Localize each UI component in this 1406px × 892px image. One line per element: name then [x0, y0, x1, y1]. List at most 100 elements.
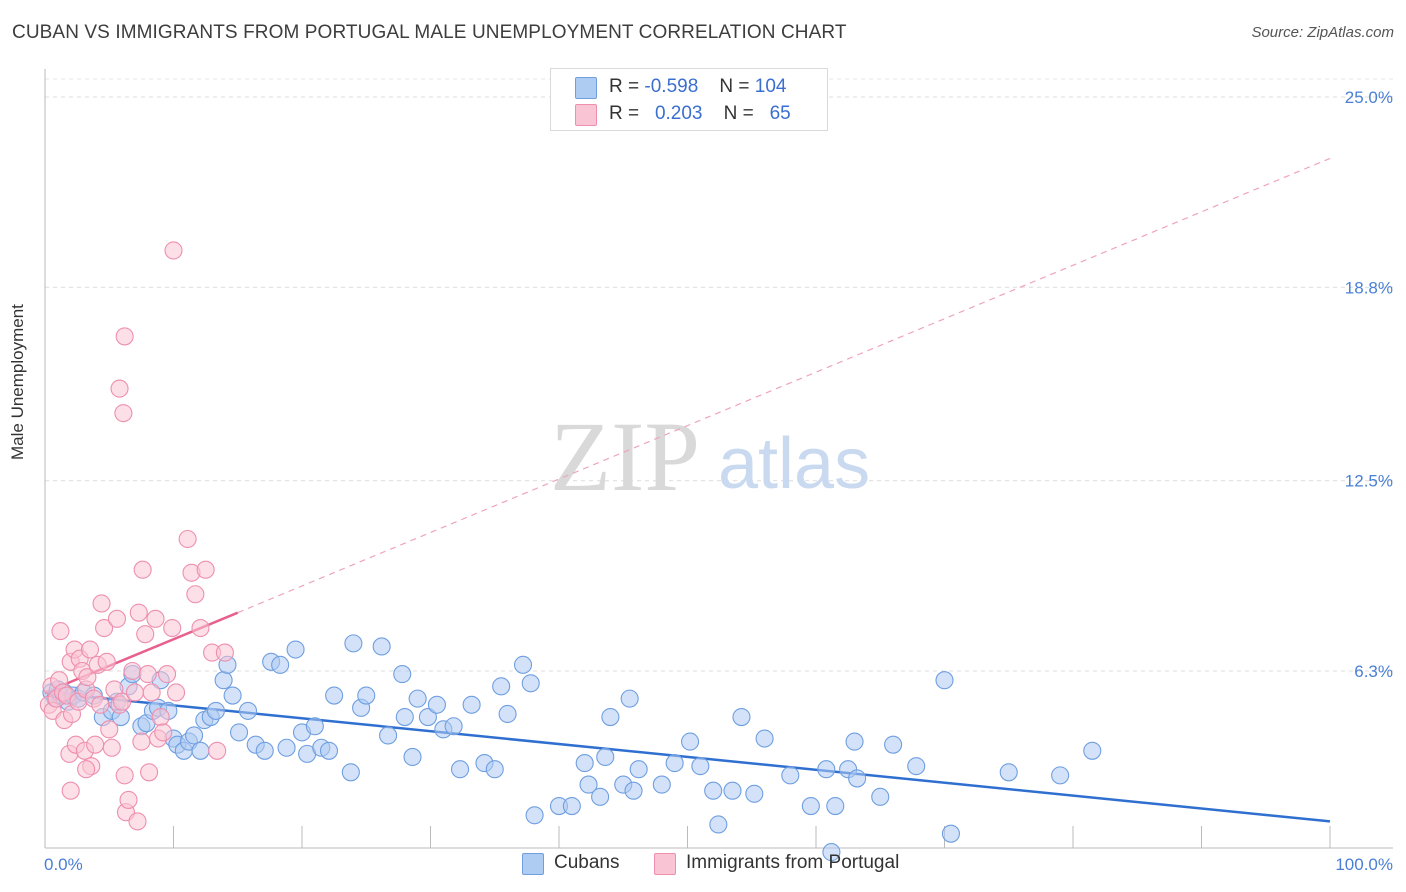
point-cubans — [871, 787, 890, 806]
point-portugal — [163, 618, 182, 638]
point-cubans — [403, 747, 422, 766]
point-cubans — [286, 640, 305, 659]
point-cubans — [521, 674, 540, 693]
point-portugal — [140, 763, 159, 782]
point-cubans — [681, 732, 700, 751]
axes — [44, 69, 1393, 849]
point-portugal — [146, 609, 165, 628]
point-portugal — [95, 618, 114, 638]
point-cubans — [451, 760, 470, 779]
point-cubans — [845, 732, 864, 751]
point-portugal — [215, 643, 234, 662]
point-cubans — [395, 707, 414, 727]
point-cubans — [492, 677, 511, 696]
point-portugal — [119, 790, 138, 809]
point-cubans — [817, 760, 836, 779]
point-portugal — [138, 665, 157, 684]
n-value: 65 — [769, 103, 791, 124]
point-cubans — [579, 775, 598, 794]
point-cubans — [255, 741, 274, 760]
point-cubans — [629, 760, 648, 779]
trend-line-extension — [237, 157, 1331, 614]
point-portugal — [191, 618, 210, 638]
x-tick-label: 0.0% — [44, 855, 83, 874]
point-portugal — [133, 560, 152, 579]
point-portugal — [107, 609, 127, 628]
point-cubans — [408, 689, 427, 708]
point-cubans — [704, 781, 723, 800]
x-tick-label: 100.0% — [1335, 855, 1393, 874]
point-portugal — [80, 640, 100, 659]
y-tick-label: 6.3% — [1354, 662, 1393, 681]
point-portugal — [154, 723, 173, 742]
point-portugal — [115, 327, 134, 346]
point-cubans — [341, 763, 360, 782]
point-cubans — [691, 757, 710, 776]
chart-source: Source: ZipAtlas.com — [1251, 24, 1394, 41]
data-points — [39, 241, 1102, 862]
grid-lines — [45, 78, 1393, 672]
watermark-atlas: atlas — [718, 424, 870, 504]
point-cubans — [525, 806, 544, 825]
point-portugal — [178, 529, 197, 549]
point-cubans — [418, 707, 437, 727]
n-value: 104 — [754, 76, 787, 97]
y-tick-label: 25.0% — [1345, 88, 1393, 107]
point-portugal — [164, 241, 183, 260]
point-portugal — [86, 735, 105, 754]
point-cubans — [1051, 766, 1070, 785]
point-cubans — [513, 655, 533, 674]
point-cubans — [1083, 741, 1102, 760]
r-value: 0.203 — [654, 103, 703, 124]
point-portugal — [142, 683, 161, 702]
point-cubans — [223, 686, 242, 705]
point-portugal — [92, 594, 111, 613]
point-portugal — [97, 652, 116, 671]
point-cubans — [444, 717, 463, 736]
point-cubans — [357, 686, 376, 705]
point-cubans — [277, 738, 296, 757]
point-cubans — [665, 754, 684, 773]
cubans-legend-swatch — [522, 853, 544, 875]
point-portugal — [196, 560, 215, 579]
tick-labels: 6.3% 12.5% 18.8% 25.0% 0.0% 100.0% — [44, 88, 1393, 874]
point-cubans — [238, 701, 258, 720]
point-portugal — [151, 707, 170, 727]
point-cubans — [325, 686, 344, 705]
point-cubans — [624, 781, 643, 800]
point-cubans — [884, 735, 903, 754]
point-cubans — [652, 775, 671, 794]
point-portugal — [102, 738, 121, 757]
point-cubans — [214, 671, 233, 690]
point-portugal — [113, 692, 132, 711]
r-label: R = — [609, 76, 640, 97]
point-cubans — [941, 824, 960, 843]
point-cubans — [185, 726, 204, 745]
point-cubans — [319, 741, 339, 760]
point-portugal — [132, 732, 151, 751]
point-cubans — [191, 741, 210, 760]
r-label: R = — [609, 103, 640, 124]
chart-title: CUBAN VS IMMIGRANTS FROM PORTUGAL MALE U… — [12, 22, 847, 43]
r-value: -0.598 — [644, 76, 699, 97]
point-cubans — [755, 729, 774, 748]
y-tick-label: 18.8% — [1345, 278, 1393, 297]
point-cubans — [372, 637, 391, 656]
watermark: ZIP atlas — [550, 401, 870, 512]
point-portugal — [51, 622, 70, 641]
point-cubans — [732, 707, 751, 727]
point-cubans — [498, 704, 517, 724]
point-cubans — [709, 815, 728, 834]
cubans-swatch — [575, 77, 597, 99]
point-portugal — [91, 695, 110, 714]
point-portugal — [129, 603, 148, 622]
point-cubans — [462, 695, 481, 714]
point-portugal — [186, 585, 205, 604]
point-portugal — [77, 760, 96, 779]
point-cubans — [781, 766, 800, 785]
legend-label: Immigrants from Portugal — [686, 852, 900, 873]
point-cubans — [745, 784, 764, 803]
point-portugal — [136, 625, 155, 644]
point-portugal — [100, 720, 119, 739]
y-tick-label: 12.5% — [1345, 472, 1393, 491]
